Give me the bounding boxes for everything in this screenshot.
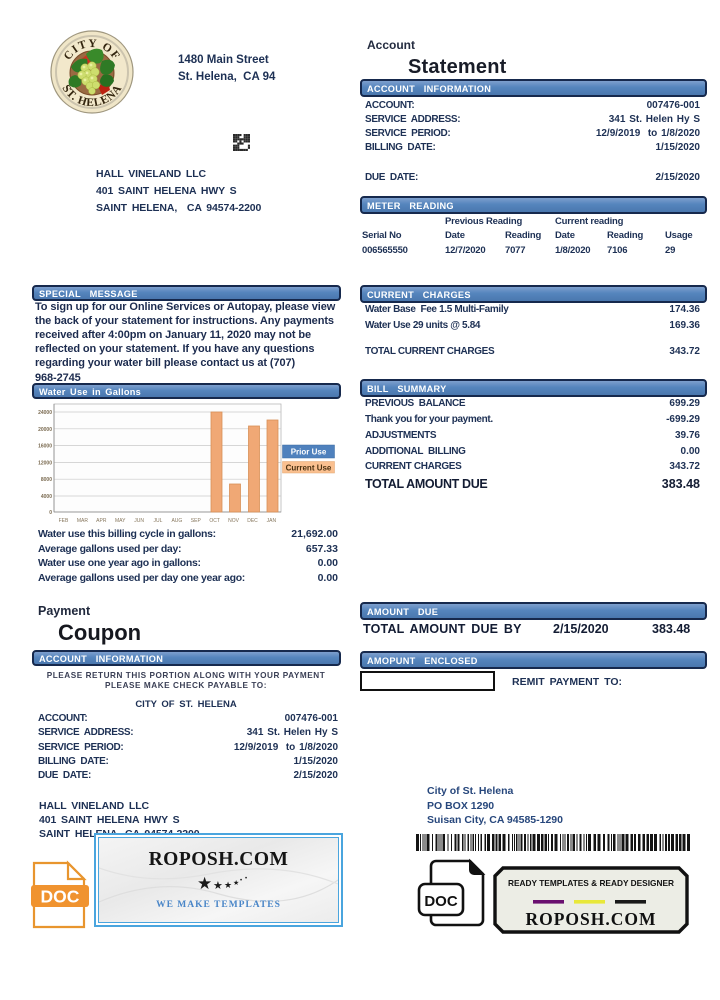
svg-text:JAN: JAN [267, 518, 277, 524]
svg-text:DEC: DEC [247, 518, 258, 524]
svg-text:OCT: OCT [209, 518, 220, 524]
svg-text:JUL: JUL [154, 518, 163, 524]
svg-text:AUG: AUG [171, 518, 182, 524]
svg-text:DOC: DOC [41, 887, 80, 907]
svg-text:JUN: JUN [134, 518, 144, 524]
svg-text:16000: 16000 [38, 444, 52, 450]
svg-text:FEB: FEB [59, 518, 69, 524]
svg-text:12000: 12000 [38, 460, 52, 466]
svg-text:APR: APR [96, 518, 107, 524]
svg-text:DOC: DOC [424, 893, 458, 910]
svg-text:SEP: SEP [191, 518, 202, 524]
svg-text:Prior Use: Prior Use [291, 448, 327, 457]
svg-text:20000: 20000 [38, 427, 52, 433]
svg-text:Current Use: Current Use [286, 464, 332, 473]
svg-text:NOV: NOV [228, 518, 240, 524]
svg-text:24000: 24000 [38, 410, 52, 416]
svg-text:0: 0 [49, 510, 52, 516]
svg-text:4000: 4000 [41, 494, 52, 500]
svg-text:READY TEMPLATES & READY DESIG: READY TEMPLATES & READY DESIGNER [508, 878, 674, 888]
svg-text:8000: 8000 [41, 477, 52, 483]
svg-text:MAY: MAY [115, 518, 126, 524]
svg-text:ROPOSH.COM: ROPOSH.COM [525, 909, 656, 929]
svg-text:MAR: MAR [77, 518, 89, 524]
